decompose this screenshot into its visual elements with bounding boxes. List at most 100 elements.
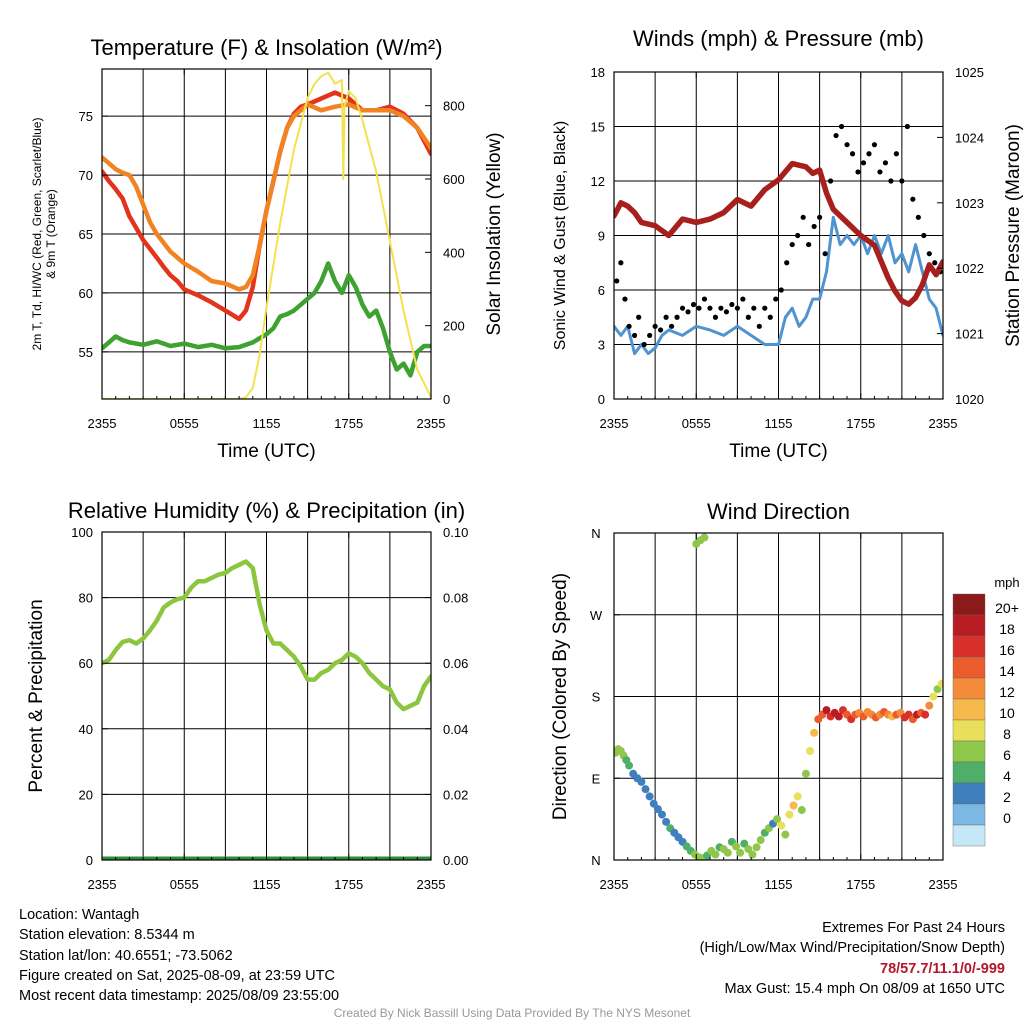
x-tick-label: 1155	[765, 877, 793, 892]
temperature-xlabel: Time (UTC)	[217, 441, 316, 462]
direction-point	[781, 830, 790, 839]
temperature-ylabel: 2m T, Td, HI/WC (Red, Green, Scarlet/Blu…	[30, 118, 44, 351]
gust-point	[899, 178, 905, 184]
y-tick-label: 60	[79, 286, 93, 301]
legend-label: 2	[1003, 789, 1011, 805]
y2-tick-label: 0.00	[443, 853, 468, 868]
direction-point	[740, 839, 749, 848]
gust-point	[641, 341, 647, 348]
y2-tick-label: 0.08	[443, 591, 468, 606]
x-tick-label: 2355	[600, 416, 629, 431]
gust-point	[701, 296, 708, 302]
temperature-series-line	[102, 102, 431, 292]
gust-point	[795, 232, 801, 239]
x-tick-label: 2355	[600, 877, 629, 892]
direction-point	[748, 850, 757, 859]
winds-series-group	[614, 123, 943, 356]
direction-point	[789, 801, 798, 810]
legend-label: 10	[999, 705, 1015, 721]
legend-label: 8	[1003, 726, 1011, 742]
direction-point	[657, 810, 666, 819]
direction-point	[834, 712, 843, 721]
y-tick-label: N	[591, 526, 600, 541]
y2-tick-label: 800	[443, 99, 465, 114]
gust-point	[663, 314, 669, 320]
gust-point	[915, 214, 921, 220]
gust-point	[696, 305, 702, 311]
gust-point	[631, 332, 638, 339]
direction-point	[744, 845, 753, 854]
legend-label: 14	[999, 663, 1015, 679]
direction-title: Wind Direction	[707, 499, 850, 524]
x-tick-label: 1155	[765, 416, 793, 431]
y-tick-label: W	[590, 608, 603, 623]
gust-point	[740, 296, 746, 302]
humidity-title: Relative Humidity (%) & Precipitation (i…	[68, 498, 465, 523]
x-tick-label: 1755	[846, 877, 875, 892]
y-tick-label: 20	[79, 787, 93, 802]
station-location: Location: Wantagh	[19, 907, 140, 923]
gust-point	[910, 196, 916, 202]
legend-swatch	[952, 761, 986, 784]
legend-swatch	[952, 635, 986, 658]
gust-point	[866, 151, 872, 157]
temperature-series-group	[102, 71, 431, 399]
gust-point	[926, 251, 932, 257]
direction-point	[736, 848, 745, 857]
direction-point	[773, 815, 782, 824]
legend-label: 16	[999, 642, 1015, 658]
x-tick-label: 1755	[334, 416, 363, 431]
y2-tick-label: 200	[443, 319, 465, 334]
y2-tick-label: 600	[443, 172, 465, 187]
x-tick-label: 1755	[846, 416, 875, 431]
x-tick-label: 2355	[929, 416, 958, 431]
y-tick-label: 9	[598, 229, 605, 244]
gust-point	[668, 323, 675, 329]
direction-point	[756, 836, 765, 845]
station-elevation: Station elevation: 8.5344 m	[19, 927, 195, 944]
temperature-title: Temperature (F) & Insolation (W/m²)	[90, 35, 442, 60]
x-tick-label: 0555	[682, 416, 711, 431]
credit-text: Created By Nick Bassill Using Data Provi…	[333, 1006, 691, 1020]
y2-tick-label: 1020	[955, 392, 984, 407]
gust-point	[745, 314, 751, 320]
gust-point	[860, 160, 867, 166]
y-tick-label: 40	[79, 722, 93, 737]
gust-point	[636, 314, 642, 320]
gust-point	[871, 142, 878, 148]
station-latlon: Station lat/lon: 40.6551; -73.5062	[19, 947, 233, 964]
gust-point	[674, 314, 680, 320]
x-tick-label: 1155	[253, 416, 281, 431]
direction-point	[797, 806, 806, 815]
y-tick-label: 70	[79, 168, 93, 183]
direction-point	[645, 792, 654, 801]
temperature-ylabel-right: Solar Insolation (Yellow)	[484, 132, 505, 335]
gust-point	[622, 296, 628, 302]
x-tick-label: 2355	[417, 877, 446, 892]
legend-label: 0	[1003, 810, 1011, 826]
direction-point	[752, 843, 761, 852]
y2-tick-label: 0.04	[443, 722, 468, 737]
legend-swatch	[952, 656, 986, 679]
gust-point	[712, 314, 719, 320]
y2-tick-label: 400	[443, 245, 465, 260]
gust-point	[751, 305, 757, 311]
gust-point	[618, 260, 624, 266]
y2-tick-label: 1021	[955, 327, 984, 342]
y2-tick-label: 1022	[955, 261, 984, 276]
legend-swatch	[952, 782, 986, 805]
x-tick-label: 0555	[682, 877, 711, 892]
legend-swatch	[952, 824, 986, 847]
speed-legend: mph 20+ 18 16 14 12 10 8 6 4 2 0	[952, 575, 1020, 847]
y2-tick-label: 1023	[955, 196, 984, 211]
gust-point	[626, 323, 632, 329]
x-tick-label: 0555	[170, 877, 199, 892]
y2-tick-label: 0.02	[443, 787, 468, 802]
y2-tick-label: 0.10	[443, 525, 468, 540]
gust-point	[707, 305, 713, 311]
direction-point	[641, 785, 650, 794]
x-tick-label: 1155	[253, 877, 281, 892]
legend-label: 4	[1003, 768, 1011, 784]
